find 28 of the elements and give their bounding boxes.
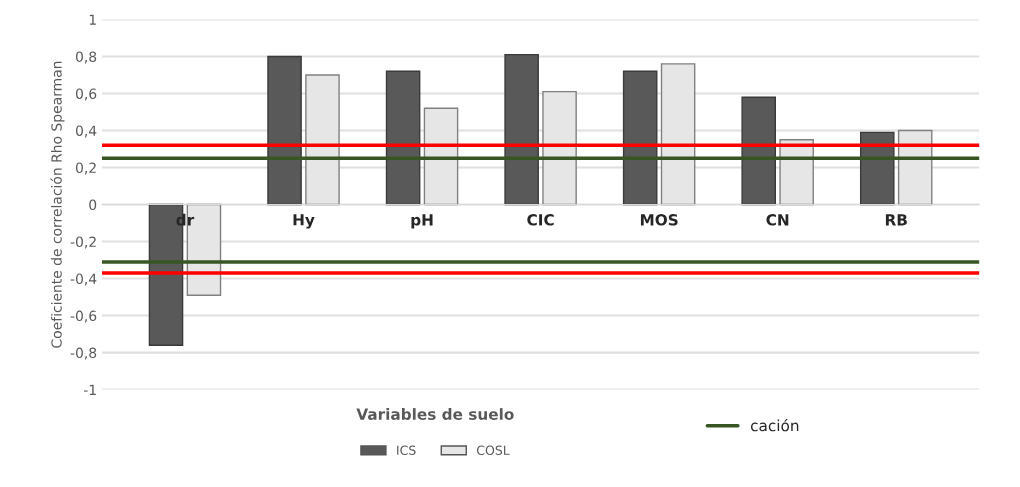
y-tick-label: 0,4 — [75, 125, 97, 138]
x-tick-label: RB — [885, 214, 907, 226]
bar — [741, 96, 777, 206]
y-axis-title: Coeficiente de correlación Rho Spearman — [50, 61, 65, 348]
legend-label: cación — [750, 418, 799, 432]
x-tick-label: CIC — [527, 214, 554, 226]
y-tick-label: 1 — [89, 14, 96, 25]
y-tick-label: -0,4 — [70, 273, 97, 286]
bar — [622, 70, 658, 206]
legend-label: COSL — [476, 445, 510, 455]
x-tick-label: CN — [766, 214, 789, 226]
x-axis-title: Variables de suelo — [356, 408, 514, 420]
y-tick-label: -0,8 — [70, 347, 97, 360]
x-tick-label: MOS — [640, 214, 678, 226]
bar — [267, 55, 302, 206]
y-tick-label: 0,2 — [75, 162, 96, 175]
x-tick-label: Hy — [293, 214, 315, 229]
y-tick-label: 0 — [89, 199, 97, 211]
y-tick-label: -0,6 — [70, 310, 97, 323]
y-tick-label: 0,8 — [75, 51, 97, 64]
legend-label: ICS — [397, 445, 416, 455]
bar — [504, 53, 539, 206]
y-tick-label: -1 — [83, 384, 96, 395]
y-tick-label: 0,6 — [75, 88, 97, 101]
bar — [859, 131, 895, 206]
x-tick-label: pH — [411, 214, 433, 229]
bar — [385, 70, 421, 206]
y-tick-label: -0,2 — [70, 236, 96, 249]
